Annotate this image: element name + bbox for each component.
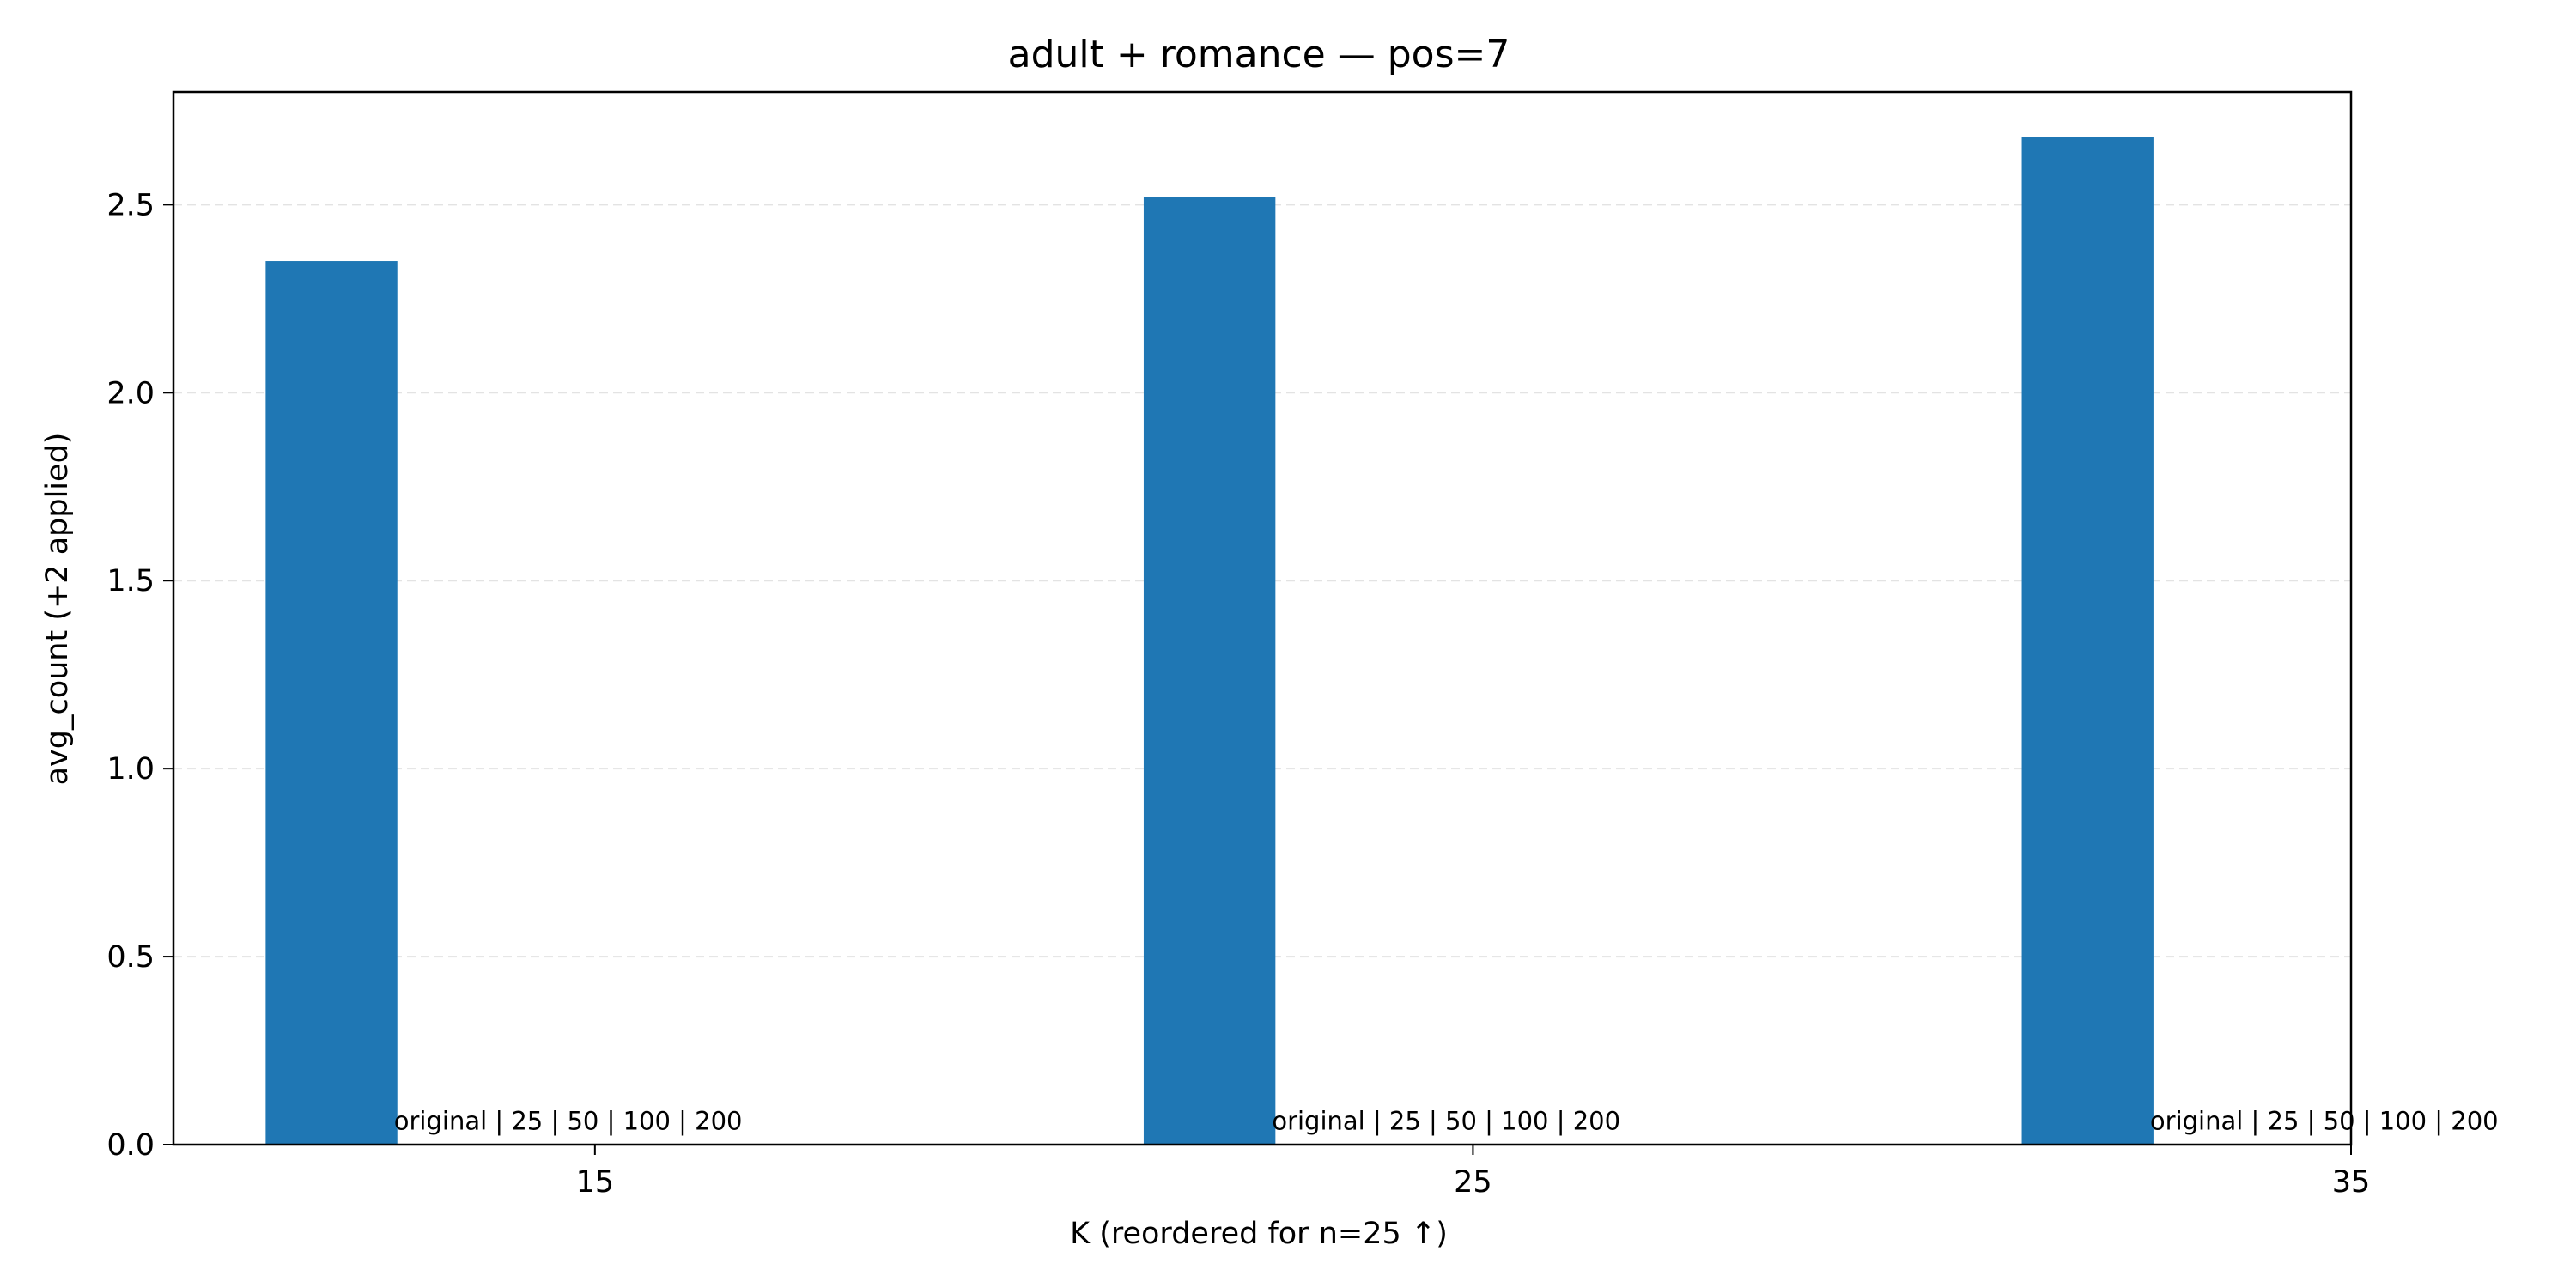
y-axis-label: avg_count (+2 applied) xyxy=(40,433,75,786)
bar xyxy=(2021,137,2154,1145)
bar xyxy=(265,261,398,1145)
chart-title: adult + romance — pos=7 xyxy=(1008,33,1510,76)
y-tick-label: 0.0 xyxy=(106,1128,155,1163)
y-tick-label: 0.5 xyxy=(106,940,155,975)
bar-annotation: original | 25 | 50 | 100 | 200 xyxy=(1272,1106,1620,1135)
plot-frame xyxy=(172,90,2353,1146)
x-axis: 15 25 35 xyxy=(576,1145,2371,1200)
bar-annotations: original | 25 | 50 | 100 | 200 original |… xyxy=(394,1106,2499,1135)
x-tick-label: 25 xyxy=(1454,1165,1492,1200)
y-axis: 0.0 0.5 1.0 1.5 2.0 2.5 xyxy=(106,188,173,1163)
x-axis-label: K (reordered for n=25 ↑) xyxy=(1070,1217,1448,1251)
x-tick-label: 15 xyxy=(576,1165,615,1200)
bar-annotation: original | 25 | 50 | 100 | 200 xyxy=(2150,1106,2499,1135)
y-tick-label: 1.5 xyxy=(106,564,155,598)
bar xyxy=(1143,197,1276,1145)
bar-annotation: original | 25 | 50 | 100 | 200 xyxy=(394,1106,743,1135)
x-tick-label: 35 xyxy=(2332,1165,2371,1200)
y-tick-label: 2.5 xyxy=(106,188,155,222)
bars xyxy=(265,137,2154,1145)
y-tick-label: 2.0 xyxy=(106,376,155,410)
y-tick-label: 1.0 xyxy=(106,752,155,787)
